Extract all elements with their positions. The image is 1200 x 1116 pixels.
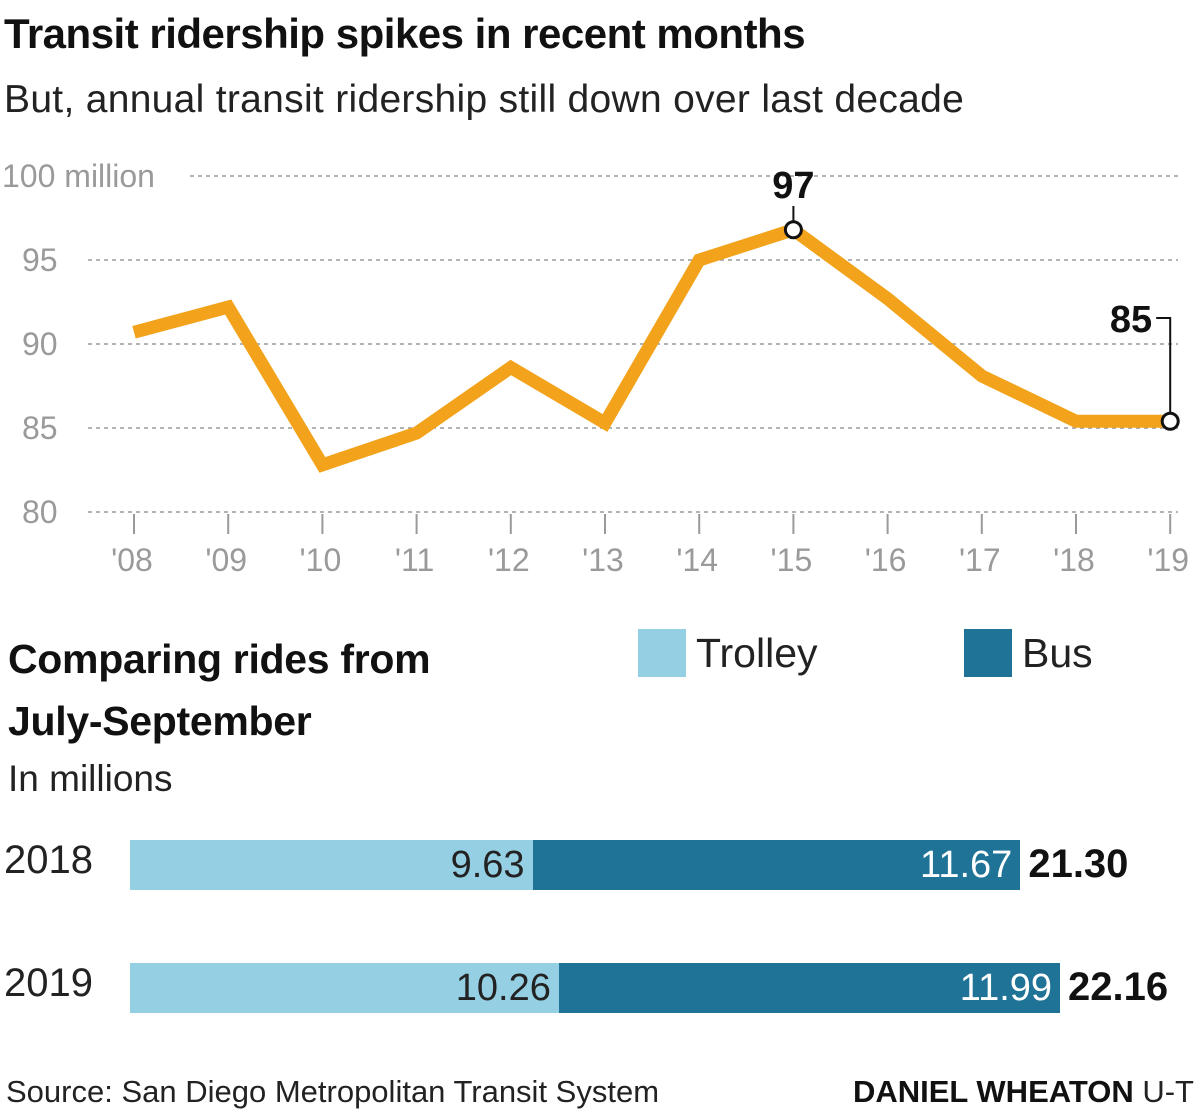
x-tick-label: '13 xyxy=(582,542,624,578)
legend-trolley: Trolley xyxy=(638,628,818,678)
source-note: Source: San Diego Metropolitan Transit S… xyxy=(6,1074,660,1109)
annotations: 97 85 xyxy=(772,165,1180,431)
bar-segment-trolley: 9.63 xyxy=(130,840,533,890)
bar-section-subtitle: In millions xyxy=(8,758,173,799)
y-tick-label: 90 xyxy=(22,326,58,362)
legend-trolley-swatch xyxy=(638,629,686,677)
x-tick-label: '11 xyxy=(395,542,434,578)
annotation-marker xyxy=(1160,411,1180,431)
x-tick-label: '15 xyxy=(771,542,813,578)
bar-value-label: 9.63 xyxy=(450,844,525,886)
y-tick-label: 80 xyxy=(22,494,58,530)
x-tick-label: '09 xyxy=(205,542,247,578)
legend-trolley-label: Trolley xyxy=(696,629,818,676)
line-chart: 80 85 90 95 100 million '08 '09 '10 '11 '12 '13 '1… xyxy=(2,158,1189,578)
x-axis: '08 '09 '10 '11 '12 '13 '14 '15 '16 '17 '18 '19 xyxy=(111,514,1189,578)
y-tick-label: 100 million xyxy=(2,158,155,194)
bar-total-label: 21.30 xyxy=(1028,842,1129,886)
x-tick-label: '19 xyxy=(1147,542,1189,578)
bar-total-label: 22.16 xyxy=(1068,965,1169,1009)
credit-name: DANIEL WHEATON xyxy=(852,1074,1134,1109)
bar-section-title: Comparing rides from July-September xyxy=(8,628,528,752)
ridership-series-line xyxy=(132,222,1171,473)
bar-category-label: 2019 xyxy=(4,961,93,1005)
x-tick-label: '16 xyxy=(865,542,907,578)
bar-segment-bus: 11.67 xyxy=(532,840,1021,890)
y-tick-label: 85 xyxy=(22,410,58,446)
chart-title: Transit ridership spikes in recent month… xyxy=(4,10,806,57)
bar-section-title-text: Comparing rides from July-September xyxy=(8,636,431,744)
bar-value-label: 11.99 xyxy=(959,967,1053,1009)
bar-value-label: 11.67 xyxy=(920,844,1013,886)
bar-segment-bus: 11.99 xyxy=(558,963,1061,1013)
bar-segment-trolley: 10.26 xyxy=(130,963,559,1013)
chart-subtitle: But, annual transit ridership still down… xyxy=(4,78,965,121)
x-tick-label: '10 xyxy=(300,542,342,578)
bar-category-label: 2018 xyxy=(4,838,93,882)
x-tick-label: '17 xyxy=(959,542,1001,578)
x-tick-label: '08 xyxy=(111,542,153,578)
legend-bus-label: Bus xyxy=(1022,629,1093,676)
grid-lines: 80 85 90 95 100 million xyxy=(2,158,1178,530)
legend-bus: Bus xyxy=(964,628,1093,678)
legend-bus-swatch xyxy=(964,629,1012,677)
ridership-line xyxy=(132,222,1171,473)
x-tick-label: '12 xyxy=(488,542,530,578)
bar-value-label: 10.26 xyxy=(455,967,551,1009)
annotation-marker xyxy=(783,220,803,240)
annotation-leader xyxy=(1156,317,1172,422)
y-tick-label: 95 xyxy=(22,242,58,278)
x-tick-label: '14 xyxy=(676,542,718,578)
credit-org: U-T xyxy=(1142,1074,1194,1109)
annotation-label: 97 xyxy=(772,165,814,207)
x-tick-label: '18 xyxy=(1053,542,1095,578)
annotation-label: 85 xyxy=(1110,299,1152,341)
credit: DANIEL WHEATON U-T xyxy=(853,1074,1194,1110)
